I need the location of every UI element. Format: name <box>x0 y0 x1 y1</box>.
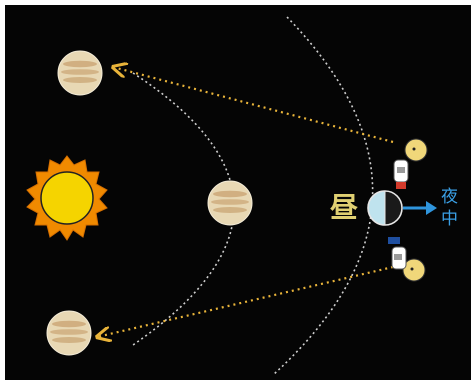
earth-icon <box>367 190 403 226</box>
night-direction-arrow-icon <box>403 201 437 215</box>
night-label-line2: 中 <box>441 209 458 229</box>
observer-figure-icon <box>388 237 426 282</box>
sight-line-lower <box>97 265 394 337</box>
venus-phase-diagram: 昼 夜 中 <box>5 5 471 380</box>
venus-planet-icon <box>207 180 253 226</box>
venus-planet-icon <box>46 310 92 356</box>
venus-orbit <box>132 72 235 346</box>
venus-planet-icon <box>57 50 103 96</box>
diagram-canvas: 昼 夜 中 <box>5 5 471 380</box>
observer-figure-icon <box>393 138 428 189</box>
sun-icon <box>26 155 108 241</box>
sight-line-upper <box>113 67 394 144</box>
day-label: 昼 <box>330 191 358 224</box>
night-label-line1: 夜 <box>441 187 458 207</box>
